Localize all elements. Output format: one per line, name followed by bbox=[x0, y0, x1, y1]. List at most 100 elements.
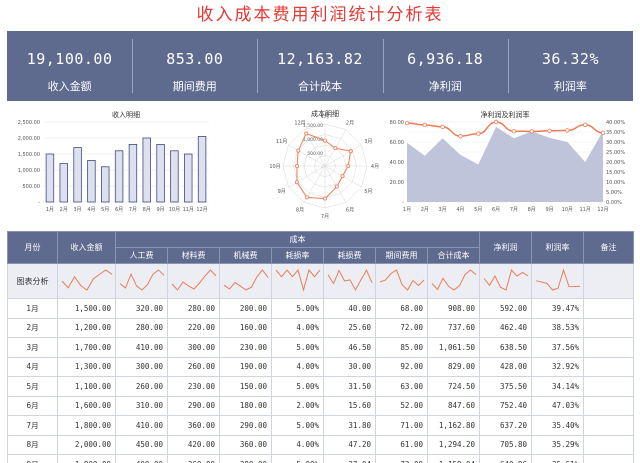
table-row: 2月 1,200.00 280.00 220.00 160.00 4.00% 25.60 72… bbox=[7, 317, 635, 338]
bar bbox=[156, 144, 165, 203]
x-tick-label: 7月 bbox=[129, 207, 137, 213]
bar bbox=[87, 160, 96, 203]
x-tick-label: 1月 bbox=[403, 207, 411, 213]
kpi-value: 853.00 bbox=[166, 50, 224, 68]
line-point bbox=[404, 120, 410, 126]
table-cell: 72.00 bbox=[375, 317, 428, 338]
kpi-band: 19,100.00 收入金额 853.00 期间费用 12,163.82 合计成… bbox=[7, 31, 633, 101]
table-cell: 150.00 bbox=[219, 376, 272, 397]
radar-point bbox=[348, 149, 353, 154]
bar bbox=[170, 150, 179, 203]
table-cell: 1,700.00 bbox=[57, 337, 116, 358]
x-tick-label: 1月 bbox=[46, 207, 54, 213]
table-cell: 230.00 bbox=[219, 337, 272, 358]
table-cell: 1月 bbox=[7, 298, 58, 319]
table-cell: 1,600.00 bbox=[57, 395, 116, 416]
sparkline-cell bbox=[323, 263, 376, 299]
table-cell: 360.00 bbox=[167, 454, 220, 463]
table-cell: 230.00 bbox=[167, 376, 220, 397]
header-period-fee: 期间费用 bbox=[375, 247, 428, 264]
table-cell: 1,300.00 bbox=[57, 356, 116, 377]
line-point bbox=[511, 129, 517, 134]
sparkline bbox=[119, 269, 165, 291]
table-cell: 35.61% bbox=[531, 454, 585, 463]
table-cell: 360.00 bbox=[219, 434, 272, 455]
radar-point bbox=[304, 195, 309, 200]
radar-point bbox=[294, 164, 299, 169]
table-cell: 5.00% bbox=[271, 337, 324, 358]
table-cell: 450.00 bbox=[115, 434, 168, 455]
table-cell: 638.50 bbox=[479, 337, 533, 358]
table-cell: 300.00 bbox=[167, 337, 220, 358]
y2-tick-label: 15.00% bbox=[606, 170, 625, 176]
chart-title: 成本明细 bbox=[311, 109, 339, 118]
y-tick-label: 60.00 bbox=[390, 140, 404, 146]
table-cell: 752.40 bbox=[479, 395, 533, 416]
table-row: 1月 1,500.00 320.00 280.00 200.00 5.00% 40.00 68… bbox=[7, 298, 635, 319]
table-cell: 1,800.00 bbox=[57, 454, 116, 463]
table-cell: 410.00 bbox=[115, 415, 168, 436]
sparkline-cell bbox=[375, 263, 428, 299]
table-cell: 85.00 bbox=[375, 337, 428, 358]
table-cell: 31.80 bbox=[323, 415, 376, 436]
line-point bbox=[458, 133, 463, 139]
kpi-profit-rate: 36.32% 利润率 bbox=[507, 31, 633, 101]
radar-tick-label: 1,500.00 bbox=[303, 123, 323, 129]
header-material: 材料费 bbox=[167, 247, 220, 264]
table-cell: 2.00% bbox=[271, 395, 324, 416]
bar bbox=[128, 144, 138, 203]
table-cell: 705.80 bbox=[479, 434, 533, 455]
y-tick-label: 40.00 bbox=[390, 160, 404, 166]
table-cell: 47.20 bbox=[323, 434, 376, 455]
table-cell: 35.40% bbox=[531, 415, 585, 436]
line-point bbox=[440, 124, 445, 130]
bar bbox=[45, 153, 55, 203]
table-cell: 1,162.80 bbox=[426, 415, 481, 436]
radar-tick-label: - bbox=[321, 166, 323, 171]
table-cell bbox=[583, 356, 635, 377]
sparkline bbox=[535, 268, 581, 291]
table-cell bbox=[583, 376, 635, 397]
x-tick-label: 11月 bbox=[579, 207, 590, 213]
x-tick-label: 5月 bbox=[101, 207, 109, 213]
radar-point bbox=[294, 180, 299, 185]
sparkline bbox=[379, 269, 425, 291]
table-cell: 25.60 bbox=[323, 317, 376, 338]
line-point bbox=[582, 122, 588, 127]
table-cell: 280.00 bbox=[219, 454, 272, 463]
table-cell: 908.00 bbox=[426, 298, 481, 319]
table-cell: 592.00 bbox=[479, 298, 533, 319]
table-cell: 63.00 bbox=[375, 376, 428, 397]
radar-axis-label: 4月 bbox=[371, 164, 379, 170]
table-cell: 462.40 bbox=[479, 317, 533, 338]
table-row: 5月 1,100.00 260.00 230.00 150.00 5.00% 31.50 63… bbox=[7, 376, 635, 397]
radar-spoke bbox=[288, 144, 326, 167]
table-cell: 640.96 bbox=[479, 454, 533, 463]
x-tick-label: 12月 bbox=[196, 207, 207, 213]
sparkline bbox=[431, 269, 477, 291]
table-cell: 6月 bbox=[7, 395, 58, 416]
y2-tick-label: 10.00% bbox=[606, 180, 625, 186]
table-cell: 1,061.50 bbox=[426, 337, 481, 358]
x-tick-label: 6月 bbox=[492, 207, 500, 213]
table-cell: 375.50 bbox=[479, 376, 533, 397]
table-cell: 360.00 bbox=[167, 415, 220, 436]
table-cell: 4.00% bbox=[271, 434, 324, 455]
radar-point bbox=[334, 184, 339, 189]
bar bbox=[184, 153, 193, 203]
table-cell: 4.00% bbox=[271, 317, 324, 338]
kpi-label: 利润率 bbox=[553, 80, 587, 93]
table-cell: 46.50 bbox=[323, 337, 376, 358]
data-table-wrap: 月份 收入金额 成本 净利润 利润率 备注 人工费 材料费 机械费 耗损率 耗损… bbox=[7, 231, 635, 463]
radar-axis-label: 6月 bbox=[346, 207, 354, 213]
radar-spoke bbox=[303, 129, 326, 167]
table-cell: 8月 bbox=[7, 434, 58, 455]
x-tick-label: 3月 bbox=[439, 207, 447, 213]
header-note: 备注 bbox=[583, 231, 635, 264]
sparkline-cell bbox=[479, 263, 533, 299]
table-cell: 2,000.00 bbox=[57, 434, 116, 455]
table-cell: 280.00 bbox=[115, 317, 168, 338]
table-cell: 5.00% bbox=[271, 298, 324, 319]
table-cell: 40.00 bbox=[323, 298, 376, 319]
sparkline-cell bbox=[167, 263, 220, 299]
